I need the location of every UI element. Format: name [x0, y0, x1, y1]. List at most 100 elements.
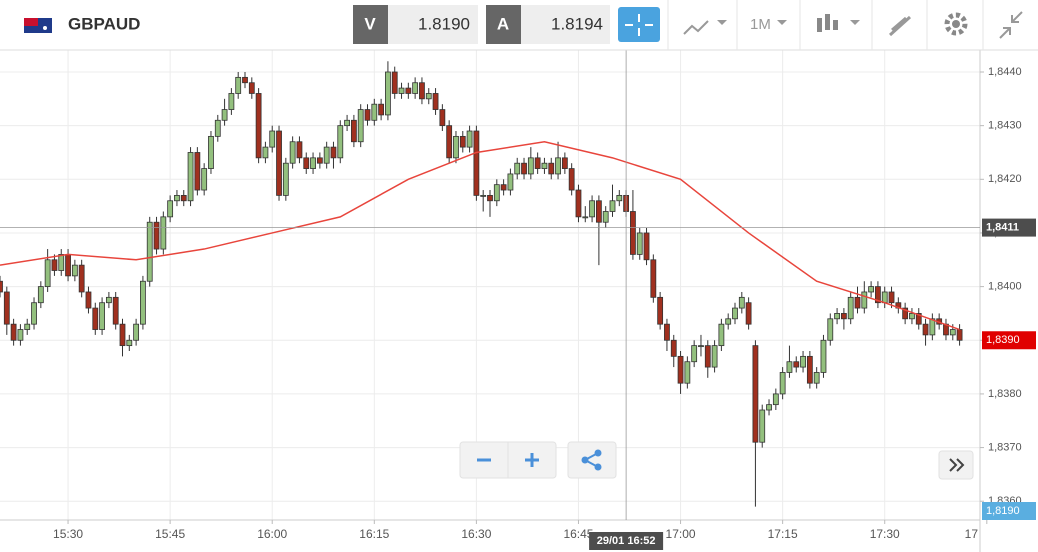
- flag-icon: [24, 18, 52, 33]
- drawing-icon[interactable]: [888, 15, 912, 37]
- candle-body: [500, 184, 507, 191]
- x-tick-label: 17: [965, 527, 979, 541]
- candle-body: [888, 291, 895, 304]
- candle-body: [282, 162, 289, 196]
- candle-body: [466, 130, 473, 148]
- timeframe[interactable]: 1M: [750, 16, 771, 33]
- settings-icon-center: [952, 20, 960, 28]
- candle-body: [840, 313, 847, 320]
- candle-body: [806, 355, 813, 384]
- candle-body: [303, 157, 310, 169]
- candle-body: [636, 232, 643, 255]
- y-tick-label: 1,8400: [988, 281, 1022, 293]
- candle-body: [698, 345, 704, 348]
- bid-box[interactable]: [388, 5, 478, 44]
- candle-body: [575, 189, 582, 218]
- x-tick-label: 15:30: [53, 527, 83, 541]
- candle-body: [732, 307, 738, 320]
- candle-body: [704, 345, 711, 368]
- ask-box[interactable]: [521, 5, 610, 44]
- candle-body: [344, 119, 350, 127]
- candle-body: [609, 200, 616, 212]
- candle-body: [214, 119, 221, 137]
- y-tick-label: 1,8430: [988, 120, 1022, 132]
- bid-marker-label: 1,8190: [986, 505, 1020, 517]
- collapse-icon[interactable]: [999, 11, 1023, 39]
- crosshair-time-label: 29/01 16:52: [597, 535, 656, 547]
- candle-body: [10, 323, 17, 341]
- candle-body: [17, 329, 24, 341]
- candle-body: [51, 259, 58, 271]
- settings-icon[interactable]: [944, 12, 968, 36]
- dropdown-arrow: [777, 20, 787, 25]
- candle-body: [439, 109, 446, 127]
- y-tick-label: 1,8370: [988, 441, 1022, 453]
- candle-body: [316, 157, 323, 164]
- candle-body: [255, 93, 262, 159]
- candle-body: [677, 355, 684, 384]
- ask-badge[interactable]: [486, 5, 521, 44]
- x-tick-label: 17:00: [666, 527, 696, 541]
- candle-body: [922, 323, 929, 336]
- candle-body: [37, 286, 44, 304]
- candle-body: [112, 296, 119, 325]
- candle-body: [745, 302, 752, 325]
- candle-body: [350, 119, 357, 143]
- candle-body: [691, 345, 698, 363]
- candle-body: [357, 109, 364, 143]
- candle-body: [534, 157, 541, 169]
- share-box[interactable]: [567, 441, 617, 479]
- candle-body: [126, 339, 133, 347]
- crosshair-price-label: 1,8411: [986, 221, 1019, 233]
- candle-body: [555, 157, 561, 175]
- candle-body: [949, 329, 956, 336]
- crosshair-price-box: [982, 218, 1036, 237]
- zoom-in[interactable]: [525, 453, 539, 467]
- candle-body: [507, 173, 514, 191]
- candle-body: [738, 296, 745, 309]
- candle-body: [664, 323, 670, 341]
- ask-label: A: [497, 14, 509, 33]
- candle-body: [568, 168, 575, 191]
- candle-body: [364, 109, 371, 121]
- x-tick-label: 15:45: [155, 527, 185, 541]
- candle-body: [412, 82, 419, 94]
- bid-badge[interactable]: [353, 5, 388, 44]
- candle-body: [419, 82, 425, 100]
- candle-body: [405, 87, 412, 94]
- candle-body: [827, 318, 834, 341]
- candle-body: [65, 254, 71, 277]
- candle-body: [174, 194, 180, 202]
- candle-body: [248, 82, 255, 94]
- candle-body: [71, 264, 78, 277]
- ask-price: 1.8194: [551, 14, 603, 33]
- candle-body: [208, 135, 214, 169]
- share-lines: [584, 452, 599, 468]
- candle-body: [133, 323, 140, 341]
- candle-body: [909, 313, 915, 320]
- candle-body: [235, 76, 242, 94]
- x-tick-label: 17:30: [870, 527, 900, 541]
- candle-body: [92, 307, 99, 330]
- candles-icon[interactable]: [817, 14, 838, 32]
- candle-body: [527, 157, 534, 175]
- candle-body: [657, 296, 664, 325]
- candle-body: [473, 130, 480, 196]
- chart-type-icon[interactable]: [683, 20, 709, 35]
- candle-body: [766, 404, 772, 411]
- candle-body: [310, 157, 316, 169]
- candle-body: [616, 194, 623, 202]
- candle-body: [650, 259, 657, 298]
- candle-body: [480, 194, 487, 197]
- current-price-box: [982, 331, 1036, 350]
- candle-body: [759, 409, 766, 443]
- candle-body: [201, 168, 208, 191]
- candle-body: [725, 318, 732, 325]
- candle-body: [595, 200, 602, 223]
- candle-body: [398, 87, 405, 94]
- candle-body: [868, 286, 875, 293]
- candle-body: [432, 93, 439, 110]
- candle-body: [276, 130, 282, 196]
- crosshair-button[interactable]: [618, 7, 660, 42]
- candle-body: [3, 291, 10, 325]
